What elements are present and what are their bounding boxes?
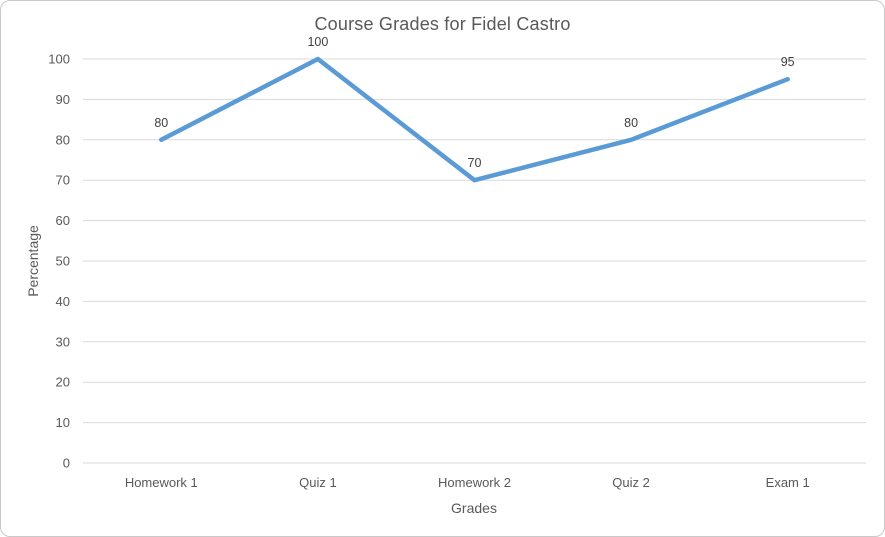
y-tick-label: 10 bbox=[56, 415, 70, 430]
data-point-label: 95 bbox=[781, 55, 795, 69]
data-point-label: 80 bbox=[624, 116, 638, 130]
data-point-label: 80 bbox=[154, 116, 168, 130]
y-tick-label: 30 bbox=[56, 334, 70, 349]
y-tick-label: 90 bbox=[56, 92, 70, 107]
y-tick-label: 20 bbox=[56, 375, 70, 390]
y-tick-label: 70 bbox=[56, 173, 70, 188]
x-category-label: Homework 1 bbox=[125, 475, 198, 490]
x-category-label: Exam 1 bbox=[766, 475, 810, 490]
y-tick-label: 0 bbox=[63, 456, 70, 471]
data-point-label: 100 bbox=[307, 35, 328, 49]
data-series-line bbox=[159, 56, 790, 183]
y-tick-label: 60 bbox=[56, 213, 70, 228]
x-category-label: Quiz 2 bbox=[612, 475, 650, 490]
data-point-label: 70 bbox=[468, 156, 482, 170]
x-category-label: Homework 2 bbox=[438, 475, 511, 490]
y-tick-label: 40 bbox=[56, 294, 70, 309]
chart-title: Course Grades for Fidel Castro bbox=[314, 14, 571, 34]
y-tick-label: 100 bbox=[48, 52, 70, 67]
y-tick-label: 50 bbox=[56, 254, 70, 269]
x-category-label: Quiz 1 bbox=[299, 475, 337, 490]
x-axis-title: Grades bbox=[451, 500, 497, 516]
y-tick-label: 80 bbox=[56, 132, 70, 147]
